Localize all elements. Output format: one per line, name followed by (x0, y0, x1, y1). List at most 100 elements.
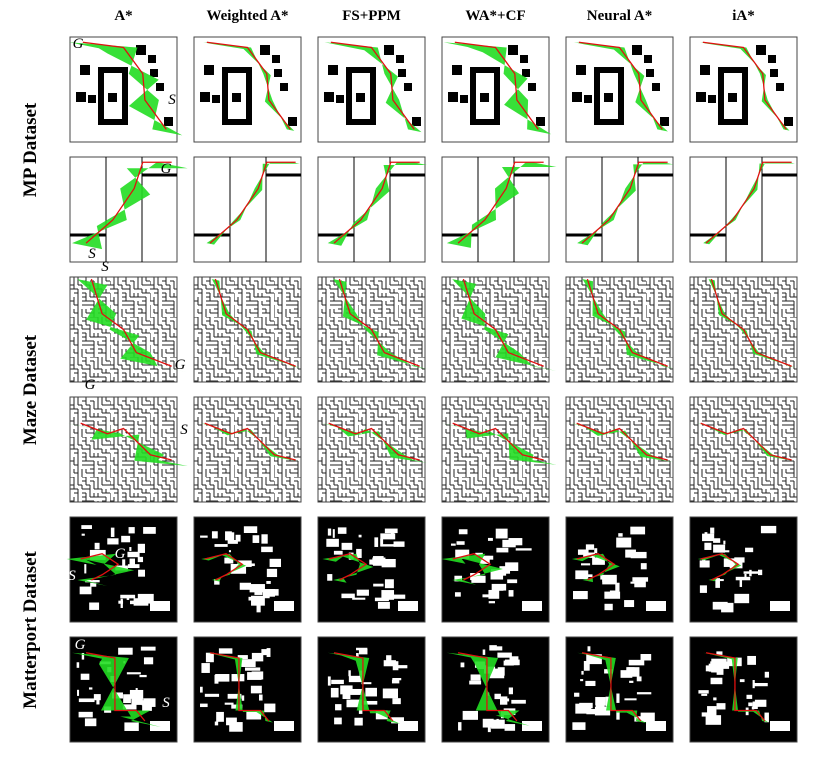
room (646, 721, 666, 731)
room (743, 571, 759, 574)
room (89, 602, 100, 610)
panel (69, 156, 188, 263)
room (143, 698, 156, 707)
room (215, 674, 230, 682)
room (604, 591, 621, 599)
explored-region (582, 279, 674, 369)
room (266, 580, 271, 584)
room (711, 666, 718, 673)
room (252, 535, 260, 543)
room (499, 566, 511, 574)
room (577, 549, 589, 555)
room (346, 699, 362, 708)
room (354, 717, 363, 726)
room (342, 691, 351, 700)
panel-bg (317, 156, 426, 263)
obstacle (494, 73, 500, 125)
room (754, 699, 767, 707)
room (499, 696, 508, 705)
obstacle (370, 73, 376, 125)
room (713, 538, 721, 543)
room (515, 548, 532, 551)
panel (565, 396, 674, 503)
obstacle (652, 83, 660, 91)
obstacle (274, 69, 282, 77)
room (93, 694, 101, 701)
room (616, 710, 620, 720)
room (229, 722, 243, 732)
room (574, 692, 580, 697)
obstacle (232, 93, 241, 102)
obstacle (150, 69, 158, 77)
room (508, 590, 514, 597)
obstacle (412, 117, 421, 126)
room (261, 534, 268, 544)
path (454, 41, 539, 130)
room (77, 689, 80, 696)
explored-region (201, 423, 300, 462)
room (482, 594, 495, 598)
room (224, 702, 234, 705)
room (475, 552, 483, 556)
room (123, 694, 131, 704)
obstacle (336, 95, 344, 103)
column-header: WA*+CF (465, 8, 525, 24)
panel (441, 36, 552, 143)
explored-region (327, 162, 427, 246)
path (581, 161, 668, 244)
room (618, 533, 623, 537)
room (701, 712, 708, 717)
room (235, 534, 241, 542)
room (143, 657, 154, 665)
obstacle (122, 73, 128, 125)
room (327, 528, 332, 536)
path (452, 422, 544, 461)
room (214, 578, 220, 585)
room (609, 590, 619, 595)
panel-bg (193, 276, 302, 383)
start-marker: S (180, 422, 188, 438)
room (490, 571, 504, 580)
room (380, 533, 396, 540)
room (150, 721, 170, 731)
column-header: Weighted A* (206, 8, 288, 24)
room (84, 564, 87, 574)
goal-marker: G (73, 36, 84, 52)
explored-region (77, 279, 188, 373)
room (228, 550, 231, 553)
room (745, 547, 754, 553)
explored-region (201, 553, 247, 582)
obstacle (346, 119, 376, 125)
panel-bg (193, 396, 302, 503)
room (348, 670, 351, 677)
path (206, 41, 291, 130)
panel (317, 636, 426, 743)
obstacle (576, 65, 586, 75)
explored-region (571, 423, 674, 463)
room (734, 593, 750, 604)
room (361, 682, 372, 685)
obstacle (200, 92, 210, 102)
obstacle (594, 119, 624, 125)
room (392, 698, 401, 705)
room (712, 601, 728, 610)
obstacle (742, 73, 748, 125)
panel (193, 36, 302, 143)
room (698, 690, 709, 694)
room (331, 679, 344, 685)
room (358, 648, 368, 655)
room (739, 577, 743, 587)
room (392, 677, 402, 681)
dataset-label: MP Dataset (20, 102, 41, 197)
obstacle (356, 93, 365, 102)
room (389, 594, 406, 599)
obstacle (470, 67, 500, 73)
panel (66, 516, 178, 623)
room (350, 688, 364, 695)
room (758, 569, 763, 576)
panel (441, 636, 550, 743)
obstacle (452, 65, 462, 75)
room (456, 541, 465, 545)
room (770, 721, 790, 731)
